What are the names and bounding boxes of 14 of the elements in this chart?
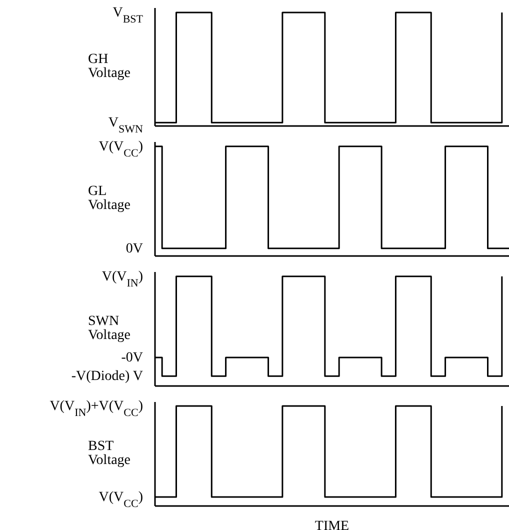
text: V(V$_{CC}$) — [98, 490, 144, 510]
text: V(V$_{IN}$)+V(V$_{CC}$) — [50, 399, 144, 419]
text: -0V — [121, 350, 143, 366]
y-axis-title: BST Voltage — [88, 439, 132, 468]
y-axis-title: SWN Voltage — [88, 314, 132, 343]
text: V(V$_{IN}$) — [102, 269, 144, 290]
text: 0V — [126, 241, 143, 256]
text: -V(Diode) V — [71, 369, 143, 384]
text: V(V$_{CC}$) — [98, 139, 144, 160]
text: V$_{BST}$ — [112, 6, 144, 26]
y-axis-title: GH Voltage — [88, 52, 132, 81]
text: V$_{SWN}$ — [108, 116, 144, 136]
y-axis-title: GL Voltage — [88, 184, 132, 213]
x-axis-title: TIME — [314, 519, 350, 530]
